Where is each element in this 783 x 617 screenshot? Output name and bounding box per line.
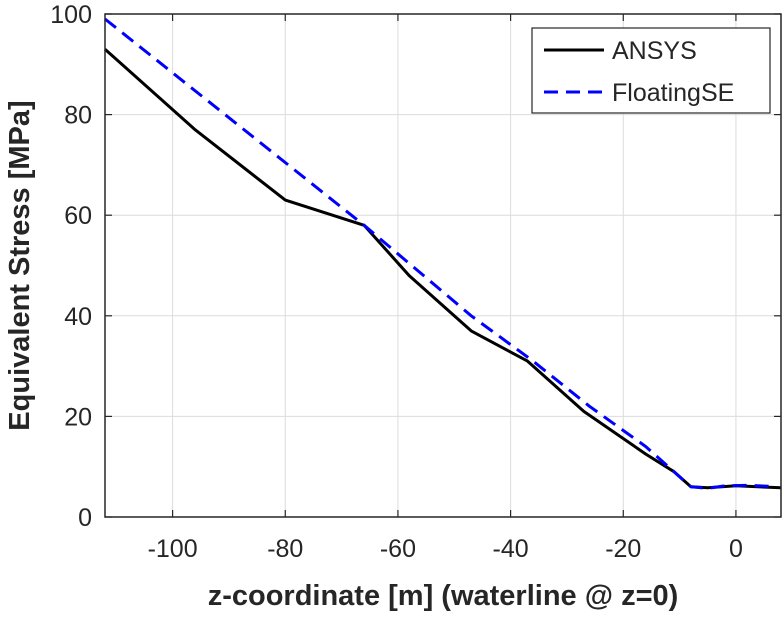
legend-label-ansys: ANSYS (612, 37, 697, 65)
x-tick-label: -60 (380, 535, 416, 563)
plot-frame (104, 13, 782, 518)
y-tick-label: 0 (78, 504, 92, 532)
y-tick-label: 40 (64, 303, 92, 331)
axis-ticks: -100 -80 -60 -40 -20 0 0 20 40 60 80 100 (50, 1, 781, 563)
x-tick-label: -40 (493, 535, 529, 563)
legend-box (531, 27, 771, 114)
x-tick-label: -80 (267, 535, 303, 563)
series-line-floatingse (104, 17, 770, 490)
y-tick-label: 100 (50, 1, 92, 29)
series-line-ansys (104, 48, 782, 490)
x-tick-label: -20 (605, 535, 641, 563)
y-tick-label: 80 (64, 102, 92, 130)
y-tick-label: 60 (64, 202, 92, 230)
y-axis-title: Equivalent Stress [MPa] (4, 100, 36, 430)
x-tick-label: 0 (729, 535, 743, 563)
series-lines (104, 17, 782, 490)
legend-label-floatingse: FloatingSE (612, 79, 734, 107)
x-axis-title: z-coordinate [m] (waterline @ z=0) (208, 580, 679, 612)
x-tick-label: -100 (148, 535, 198, 563)
legend: ANSYS FloatingSE (531, 27, 771, 114)
y-tick-label: 20 (64, 403, 92, 431)
